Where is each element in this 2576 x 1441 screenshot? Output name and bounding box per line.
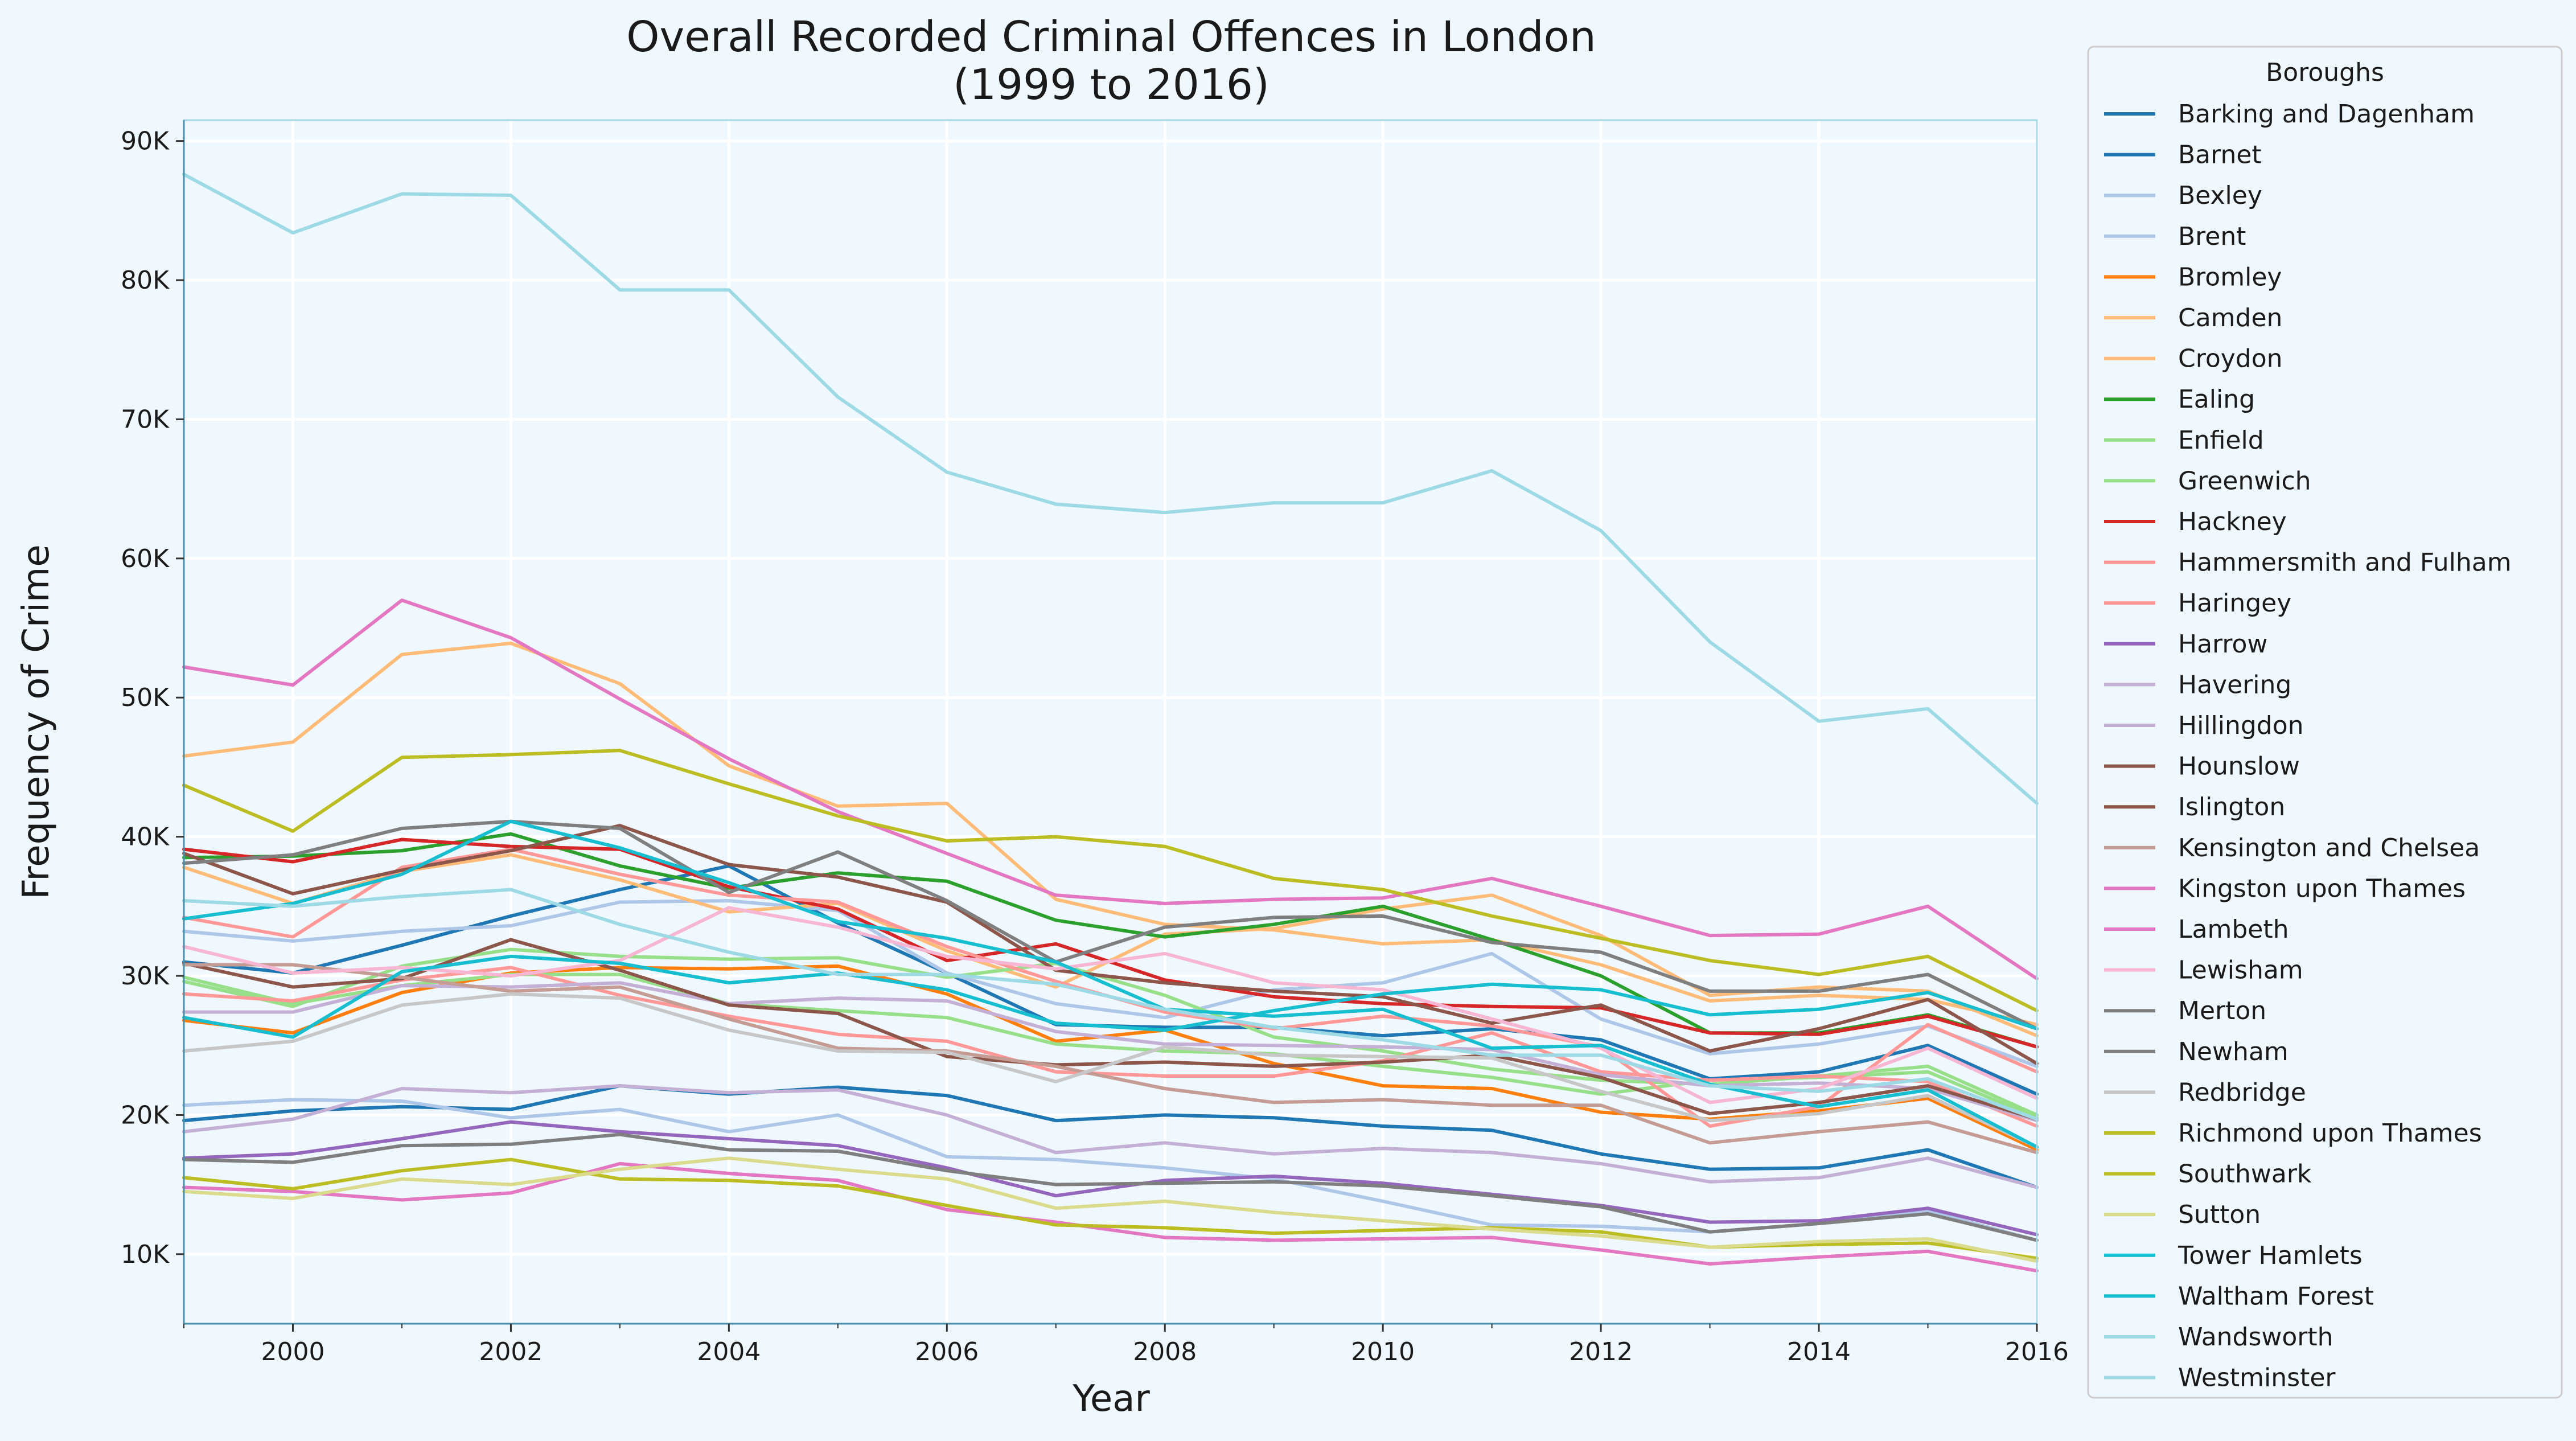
series-line-westminster [182, 173, 2039, 805]
legend-label-ealing: Ealing [2178, 385, 2255, 414]
legend-label-tower-hamlets: Tower Hamlets [2178, 1241, 2363, 1270]
series-line-newham [182, 819, 2039, 1031]
legend-label-enfield: Enfield [2178, 426, 2264, 455]
legend-label-kingston-upon-thames: Kingston upon Thames [2178, 874, 2466, 903]
legend: Boroughs Barking and Dagenham Barnet Bexle… [2087, 46, 2563, 1399]
x-tick-label: 2000 [261, 1337, 324, 1366]
series-line-harrow [182, 1120, 2039, 1237]
legend-label-brent: Brent [2178, 222, 2246, 251]
series-lines [182, 173, 2039, 1273]
legend-label-westminster: Westminster [2178, 1364, 2336, 1393]
chart-title-line-2: (1999 to 2016) [953, 60, 1269, 109]
legend-label-wandsworth: Wandsworth [2178, 1323, 2333, 1352]
legend-label-bexley: Bexley [2178, 181, 2262, 210]
legend-label-croydon: Croydon [2178, 344, 2283, 373]
x-tick-label: 2002 [479, 1337, 543, 1366]
legend-label-sutton: Sutton [2178, 1200, 2261, 1229]
x-tick-label: 2004 [697, 1337, 761, 1366]
y-tick-label: 60K [121, 544, 170, 573]
y-tick-label: 80K [121, 266, 170, 295]
chart-title-line-1: Overall Recorded Criminal Offences in Lo… [626, 13, 1596, 61]
legend-label-barking-and-dagenham: Barking and Dagenham [2178, 100, 2475, 129]
legend-label-newham: Newham [2178, 1037, 2289, 1066]
series-line-brent [182, 899, 2039, 1068]
legend-label-redbridge: Redbridge [2178, 1078, 2306, 1107]
legend-label-southwark: Southwark [2178, 1160, 2312, 1189]
x-axis-label: Year [1072, 1378, 1150, 1420]
series-line-waltham-forest [182, 954, 2039, 1039]
legend-label-greenwich: Greenwich [2178, 466, 2311, 495]
legend-label-merton: Merton [2178, 996, 2266, 1025]
series-line-greenwich [182, 947, 2039, 1117]
x-tick-label: 2016 [2005, 1337, 2069, 1366]
series-line-barking-and-dagenham [182, 1084, 2039, 1189]
y-tick-label: 40K [121, 823, 170, 852]
legend-label-haringey: Haringey [2178, 589, 2291, 618]
y-tick-label: 20K [121, 1101, 170, 1130]
legend-label-hounslow: Hounslow [2178, 752, 2300, 781]
series-line-camden [182, 641, 2039, 1027]
legend-label-hackney: Hackney [2178, 507, 2287, 536]
x-tick-label: 2006 [915, 1337, 979, 1366]
legend-label-kensington-and-chelsea: Kensington and Chelsea [2178, 834, 2480, 863]
legend-label-camden: Camden [2178, 303, 2282, 332]
series-line-lambeth [182, 598, 2039, 980]
legend-label-havering: Havering [2178, 670, 2291, 699]
legend-label-barnet: Barnet [2178, 141, 2262, 170]
series-line-sutton [182, 1156, 2039, 1263]
legend-label-hammersmith-and-fulham: Hammersmith and Fulham [2178, 548, 2512, 577]
legend-label-lewisham: Lewisham [2178, 956, 2303, 985]
series-line-southwark [182, 749, 2039, 1013]
legend-box [2087, 46, 2563, 1399]
y-tick-label: 70K [121, 405, 170, 434]
legend-title: Boroughs [2266, 58, 2384, 87]
legend-label-richmond-upon-thames: Richmond upon Thames [2178, 1119, 2482, 1148]
series-line-lewisham [182, 906, 2039, 1105]
legend-label-islington: Islington [2178, 793, 2285, 822]
legend-label-bromley: Bromley [2178, 262, 2282, 292]
series-line-wandsworth [182, 888, 2039, 1121]
series-line-merton [182, 1132, 2039, 1242]
series-line-islington [182, 824, 2039, 1065]
y-tick-label: 50K [121, 683, 170, 712]
legend-label-waltham-forest: Waltham Forest [2178, 1282, 2374, 1311]
legend-label-hillingdon: Hillingdon [2178, 711, 2304, 740]
x-tick-label: 2014 [1787, 1337, 1851, 1366]
series-line-havering [182, 1084, 2039, 1189]
legend-label-harrow: Harrow [2178, 630, 2267, 659]
y-tick-label: 90K [121, 127, 170, 156]
legend-label-lambeth: Lambeth [2178, 915, 2289, 944]
series-line-redbridge [182, 992, 2039, 1149]
plot-area [182, 119, 2039, 1325]
y-axis-ticks: 10K 20K 30K 40K 50K 60K 70K 80K 90K [121, 127, 184, 1269]
y-axis-label: Frequency of Crime [15, 544, 57, 900]
x-tick-label: 2010 [1351, 1337, 1415, 1366]
series-line-kensington-and-chelsea [182, 963, 2039, 1155]
series-line-kingston-upon-thames [182, 1161, 2039, 1273]
y-tick-label: 10K [121, 1240, 170, 1269]
series-line-hammersmith-and-fulham [182, 966, 2039, 1128]
y-tick-label: 30K [121, 962, 170, 991]
x-tick-label: 2012 [1569, 1337, 1633, 1366]
x-axis-ticks: 2000 2002 2004 2006 2008 2010 2012 2014 2016 [183, 1324, 2069, 1366]
legend-items: Barking and Dagenham Barnet Bexley Brent Bro… [2104, 100, 2512, 1393]
x-tick-label: 2008 [1133, 1337, 1197, 1366]
